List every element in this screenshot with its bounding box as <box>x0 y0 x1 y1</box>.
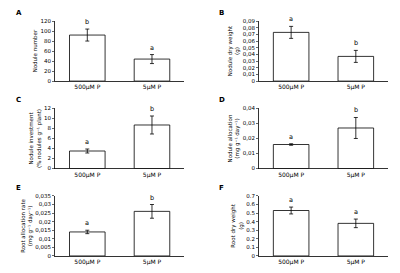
svg-text:12: 12 <box>44 105 51 111</box>
svg-text:500µM P: 500µM P <box>74 258 100 266</box>
svg-text:500µM P: 500µM P <box>278 258 304 266</box>
svg-text:b: b <box>150 194 154 202</box>
svg-text:5µM P: 5µM P <box>143 171 162 179</box>
svg-text:0.7: 0.7 <box>246 193 255 199</box>
svg-text:0,06: 0,06 <box>243 38 256 44</box>
svg-text:0.3: 0.3 <box>246 227 255 233</box>
svg-text:0.5: 0.5 <box>246 210 255 216</box>
svg-text:5µM P: 5µM P <box>143 83 162 91</box>
svg-text:0,05: 0,05 <box>243 45 256 51</box>
svg-text:0: 0 <box>48 253 52 259</box>
svg-text:10: 10 <box>44 115 51 121</box>
svg-text:0,01: 0,01 <box>243 71 255 77</box>
svg-text:0,02: 0,02 <box>39 219 51 225</box>
svg-text:Nodule dry weight(g): Nodule dry weight(g) <box>227 25 241 76</box>
svg-text:a: a <box>289 196 293 204</box>
svg-text:20: 20 <box>44 68 51 74</box>
svg-text:2: 2 <box>48 155 52 161</box>
svg-text:5µM P: 5µM P <box>347 258 366 266</box>
svg-text:60: 60 <box>44 48 51 54</box>
svg-text:0,03: 0,03 <box>243 58 256 64</box>
svg-text:0.1: 0.1 <box>246 244 255 250</box>
svg-text:E: E <box>16 184 21 192</box>
svg-text:0,035: 0,035 <box>35 193 51 199</box>
svg-text:0,025: 0,025 <box>35 210 51 216</box>
svg-text:B: B <box>219 9 224 17</box>
svg-text:4: 4 <box>48 145 52 151</box>
svg-text:100: 100 <box>41 28 52 34</box>
svg-text:b: b <box>150 105 154 113</box>
svg-text:0.6: 0.6 <box>246 201 255 207</box>
svg-text:b: b <box>354 106 358 114</box>
svg-text:8: 8 <box>48 125 52 131</box>
svg-text:C: C <box>16 96 21 104</box>
svg-text:0,03: 0,03 <box>243 120 256 126</box>
svg-text:a: a <box>289 133 293 141</box>
svg-text:5µM P: 5µM P <box>143 258 162 266</box>
svg-text:a: a <box>85 138 89 146</box>
svg-text:120: 120 <box>41 18 52 24</box>
svg-text:0,08: 0,08 <box>243 25 256 31</box>
svg-text:6: 6 <box>48 135 52 141</box>
svg-text:b: b <box>354 39 358 47</box>
svg-text:0,01: 0,01 <box>39 236 51 242</box>
svg-text:500µM P: 500µM P <box>278 83 304 91</box>
svg-text:Root allocation rate(mg g⁻¹ da: Root allocation rate(mg g⁻¹ day⁻¹) <box>20 198 34 252</box>
svg-text:500µM P: 500µM P <box>74 83 100 91</box>
svg-text:5µM P: 5µM P <box>347 171 366 179</box>
svg-text:0,07: 0,07 <box>243 31 256 37</box>
svg-text:0,02: 0,02 <box>243 65 255 71</box>
svg-text:80: 80 <box>44 38 51 44</box>
svg-text:0: 0 <box>48 165 52 171</box>
svg-text:a: a <box>150 44 154 52</box>
svg-text:a: a <box>85 219 89 227</box>
svg-text:0,03: 0,03 <box>39 201 52 207</box>
svg-text:Nodule number: Nodule number <box>32 29 38 72</box>
svg-text:Root dry weight(g): Root dry weight(g) <box>230 203 244 247</box>
svg-text:b: b <box>85 18 89 26</box>
svg-text:0,04: 0,04 <box>243 105 256 111</box>
svg-text:A: A <box>16 9 22 17</box>
svg-text:0.2: 0.2 <box>246 236 255 242</box>
svg-text:0.4: 0.4 <box>246 219 255 225</box>
svg-text:Nodule investment(% nodules g⁻: Nodule investment(% nodules g⁻¹ plant) <box>28 109 42 168</box>
svg-text:0,005: 0,005 <box>35 244 51 250</box>
svg-text:500µM P: 500µM P <box>74 171 100 179</box>
svg-text:D: D <box>219 96 225 104</box>
svg-text:0,02: 0,02 <box>243 135 255 141</box>
svg-text:F: F <box>219 184 224 192</box>
svg-text:0,04: 0,04 <box>243 51 256 57</box>
svg-text:0: 0 <box>48 78 52 84</box>
svg-text:0: 0 <box>251 253 255 259</box>
svg-text:Nodule allocation(mg g⁻¹ day⁻¹: Nodule allocation(mg g⁻¹ day⁻¹) <box>227 114 241 162</box>
svg-text:a: a <box>354 208 358 216</box>
svg-text:500µM P: 500µM P <box>278 171 304 179</box>
svg-text:0,01: 0,01 <box>243 150 255 156</box>
svg-text:0,015: 0,015 <box>35 227 51 233</box>
svg-text:a: a <box>289 15 293 23</box>
svg-text:5µM P: 5µM P <box>347 83 366 91</box>
svg-text:0: 0 <box>251 78 255 84</box>
svg-text:0: 0 <box>251 165 255 171</box>
svg-text:40: 40 <box>44 58 51 64</box>
svg-text:0,09: 0,09 <box>243 18 256 24</box>
